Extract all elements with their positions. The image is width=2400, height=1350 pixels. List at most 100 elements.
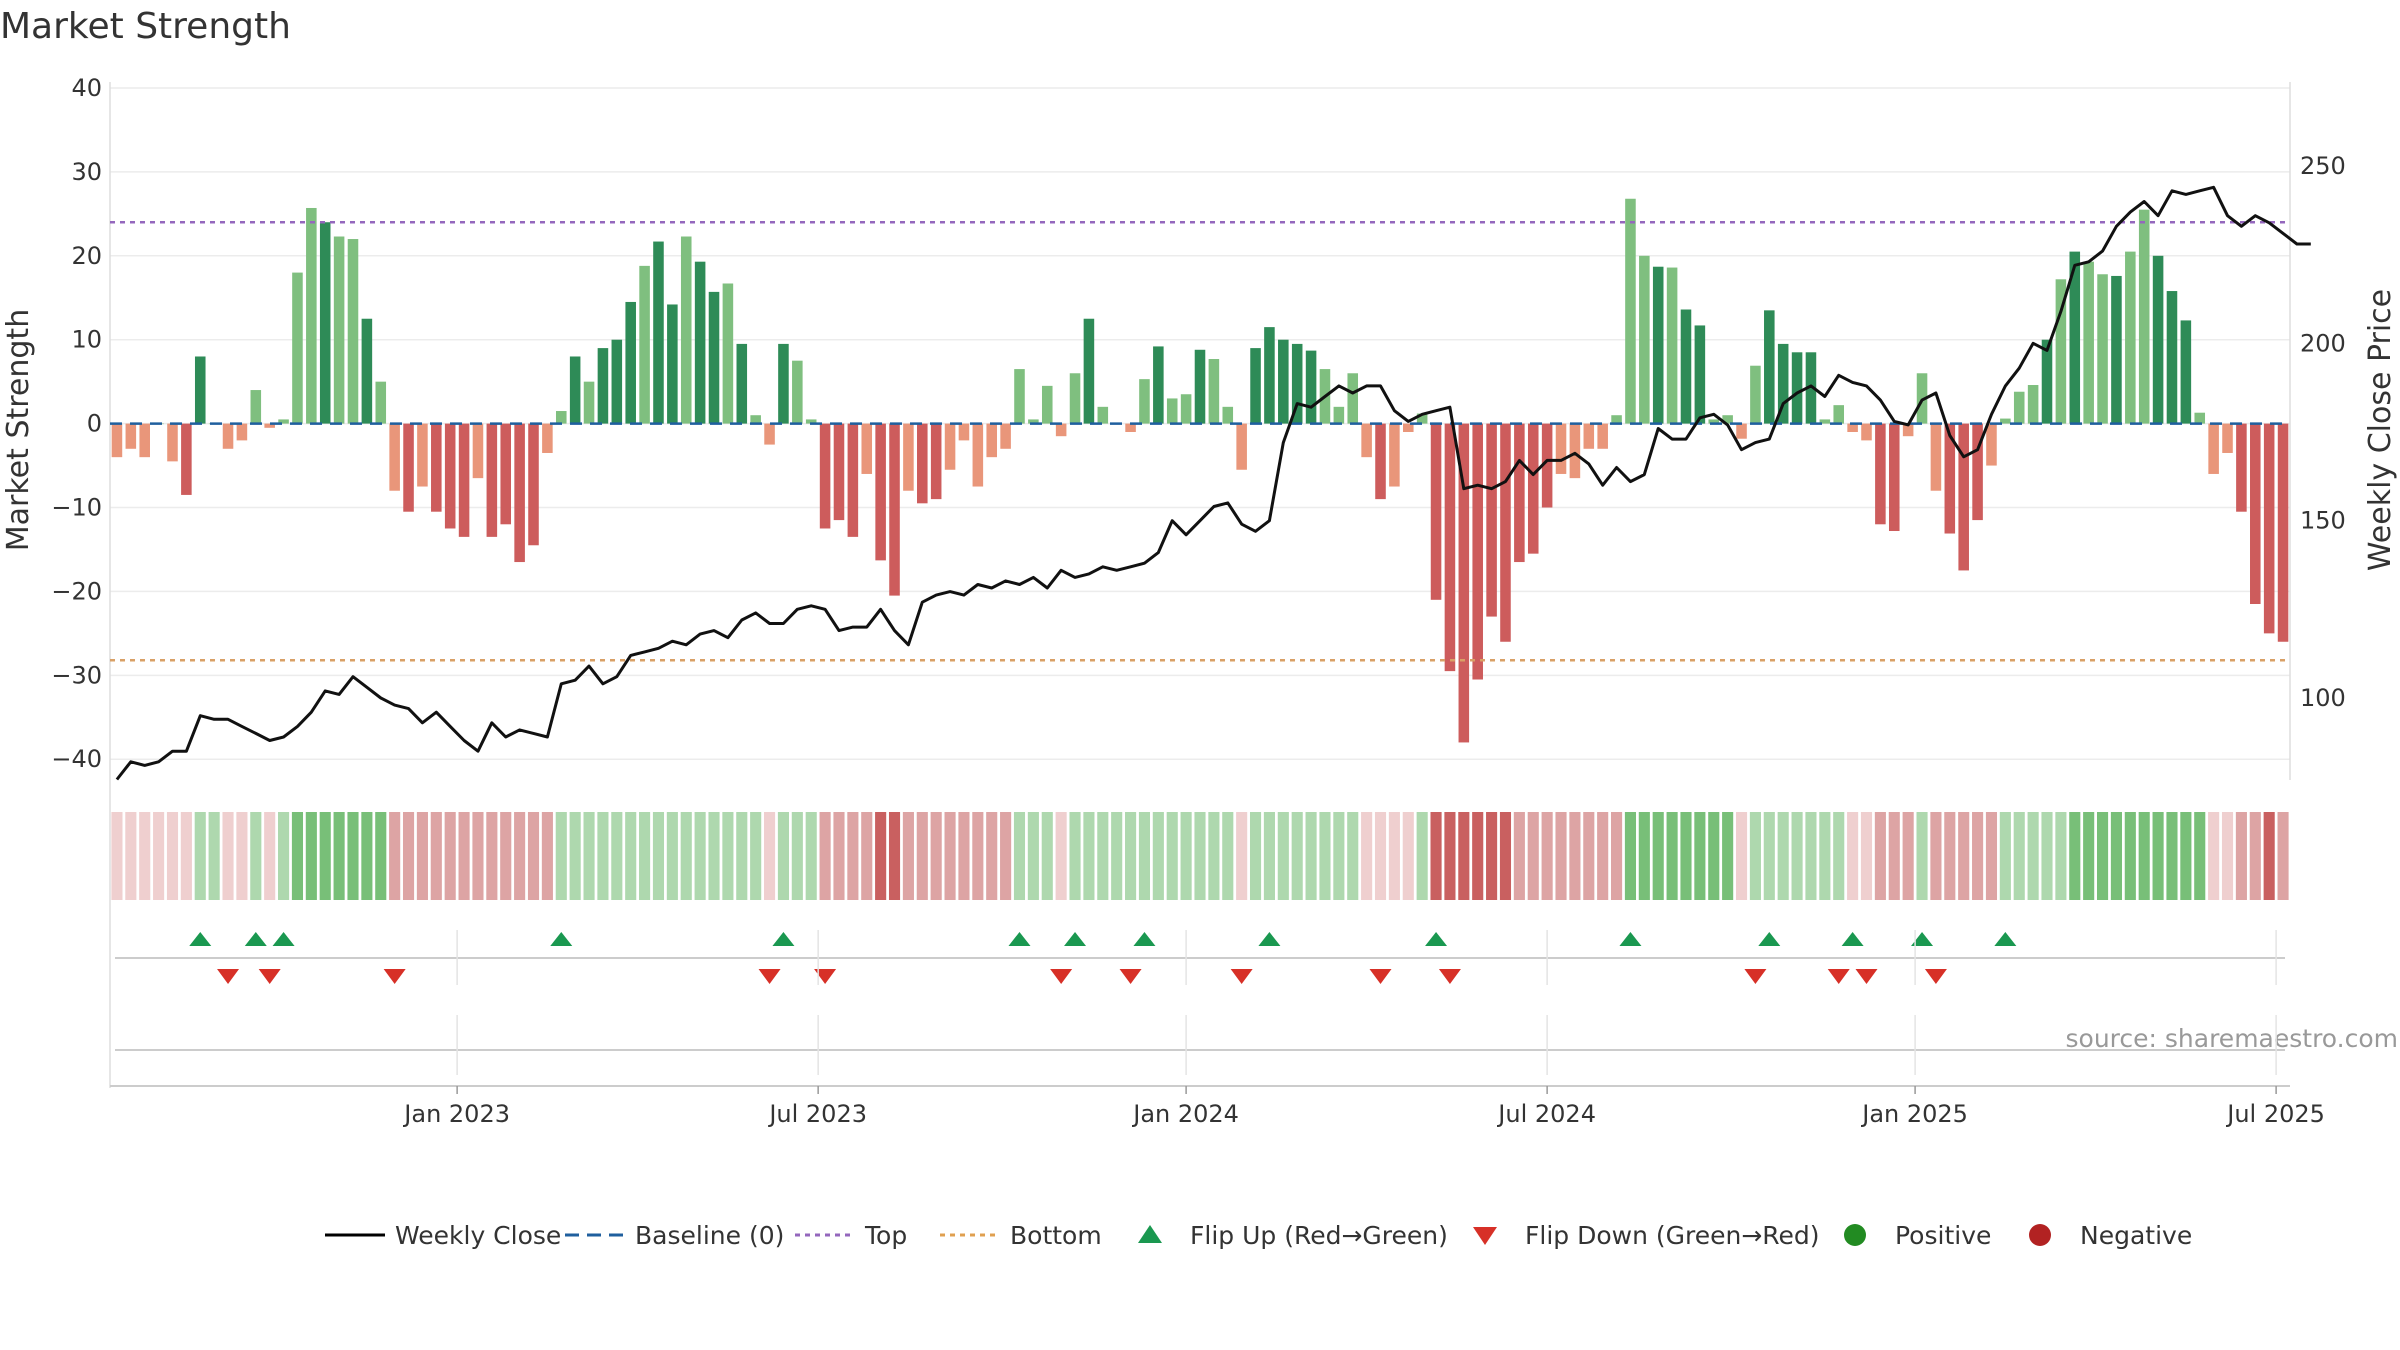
strength-bar — [1153, 346, 1164, 424]
regime-cell — [569, 812, 581, 900]
strength-bar — [861, 423, 873, 474]
regime-cell — [1972, 812, 1984, 900]
regime-cell — [958, 812, 970, 900]
strength-bar — [2069, 251, 2081, 424]
regime-cell — [1527, 812, 1539, 900]
strength-bar — [181, 423, 192, 495]
regime-cell — [916, 812, 928, 900]
strength-bar — [514, 423, 525, 563]
regime-cell — [902, 812, 914, 900]
strength-bar — [611, 339, 623, 424]
strength-bar — [2263, 423, 2275, 634]
right-tick-label: 250 — [2300, 152, 2346, 180]
flip-up-marker — [1008, 932, 1031, 946]
flip-up-marker — [1911, 932, 1934, 946]
right-axis-ticks: 250 200 150 100 — [2300, 152, 2346, 712]
regime-cell — [1763, 812, 1775, 900]
regime-cell — [361, 812, 373, 900]
left-tick-label: 10 — [71, 326, 102, 354]
regime-cell — [1472, 812, 1484, 900]
regime-cell — [208, 812, 220, 900]
flip-down-marker — [1855, 969, 1878, 984]
strength-bar — [875, 423, 886, 561]
legend-item: Baseline (0) — [565, 1221, 784, 1250]
strength-bar — [833, 423, 845, 521]
strength-bar — [542, 423, 553, 453]
strength-bar — [2097, 274, 2108, 424]
strength-bar — [1375, 423, 1386, 500]
regime-cell — [180, 812, 192, 900]
regime-cell — [2124, 812, 2136, 900]
strength-bar — [2013, 391, 2025, 424]
legend-label: Negative — [2080, 1221, 2192, 1250]
regime-cell — [264, 812, 276, 900]
strength-bar — [472, 423, 484, 479]
strength-bar — [319, 222, 331, 424]
legend-item: Flip Up (Red→Green) — [1138, 1221, 1448, 1250]
regime-cell — [1263, 812, 1275, 900]
legend-swatch — [1138, 1225, 1162, 1243]
strength-bar — [194, 356, 206, 424]
flip-down-marker — [383, 969, 406, 984]
regime-cell — [1194, 812, 1206, 900]
regime-cell — [111, 812, 123, 900]
strength-bar — [2138, 209, 2150, 424]
regime-cell — [2277, 812, 2289, 900]
source-note: source: sharemaestro.com — [2066, 1024, 2399, 1053]
strength-bar — [958, 423, 970, 441]
regime-cell — [1569, 812, 1581, 900]
strength-bar — [1514, 423, 1525, 563]
regime-cell — [791, 812, 803, 900]
strength-bar — [1389, 423, 1400, 487]
strength-bar — [819, 423, 831, 529]
regime-cell — [1597, 812, 1609, 900]
strength-bar — [167, 423, 178, 462]
strength-bar — [1416, 413, 1428, 424]
strength-bar — [1541, 423, 1553, 508]
regime-cell — [472, 812, 484, 900]
regime-cell — [597, 812, 609, 900]
strength-bar — [1444, 423, 1456, 672]
regime-cell — [2180, 812, 2192, 900]
grid-lines — [109, 82, 2291, 1088]
x-tick-label: Jul 2024 — [1496, 1100, 1596, 1128]
flip-down-marker — [1369, 969, 1392, 984]
regime-cell — [1847, 812, 1859, 900]
x-tick-label: Jul 2023 — [767, 1100, 867, 1128]
strength-bar — [680, 236, 692, 424]
regime-cell — [444, 812, 456, 900]
strength-bar — [1805, 352, 1817, 424]
regime-cell — [1402, 812, 1414, 900]
regime-cell — [611, 812, 623, 900]
left-tick-label: −30 — [51, 661, 102, 689]
regime-cell — [1222, 812, 1234, 900]
regime-cell — [527, 812, 540, 900]
regime-cell — [2221, 812, 2234, 900]
strength-bar — [236, 423, 248, 441]
legend-label: Weekly Close — [395, 1221, 561, 1250]
left-tick-label: 40 — [71, 74, 102, 102]
strength-bar — [1305, 350, 1317, 424]
regime-cell — [805, 812, 817, 900]
strength-bar — [903, 423, 914, 491]
strength-bar — [1930, 423, 1942, 491]
regime-cell — [1111, 812, 1123, 900]
strength-bar — [1014, 369, 1025, 424]
regime-cell — [2027, 812, 2039, 900]
strength-bar — [972, 423, 984, 487]
regime-cell — [139, 812, 151, 900]
regime-cell — [1916, 812, 1928, 900]
regime-cell — [458, 812, 470, 900]
x-tick-label: Jan 2025 — [1860, 1100, 1968, 1128]
legend-label: Top — [864, 1221, 907, 1250]
regime-cell — [2055, 812, 2067, 900]
strength-bar — [1736, 423, 1747, 439]
strength-bar — [847, 423, 859, 537]
strength-bar — [639, 265, 650, 424]
regime-cell — [347, 812, 359, 900]
strength-bar — [1583, 423, 1595, 449]
strength-bar — [1986, 423, 1997, 466]
left-tick-label: 30 — [71, 158, 102, 186]
strength-bar — [986, 423, 997, 458]
